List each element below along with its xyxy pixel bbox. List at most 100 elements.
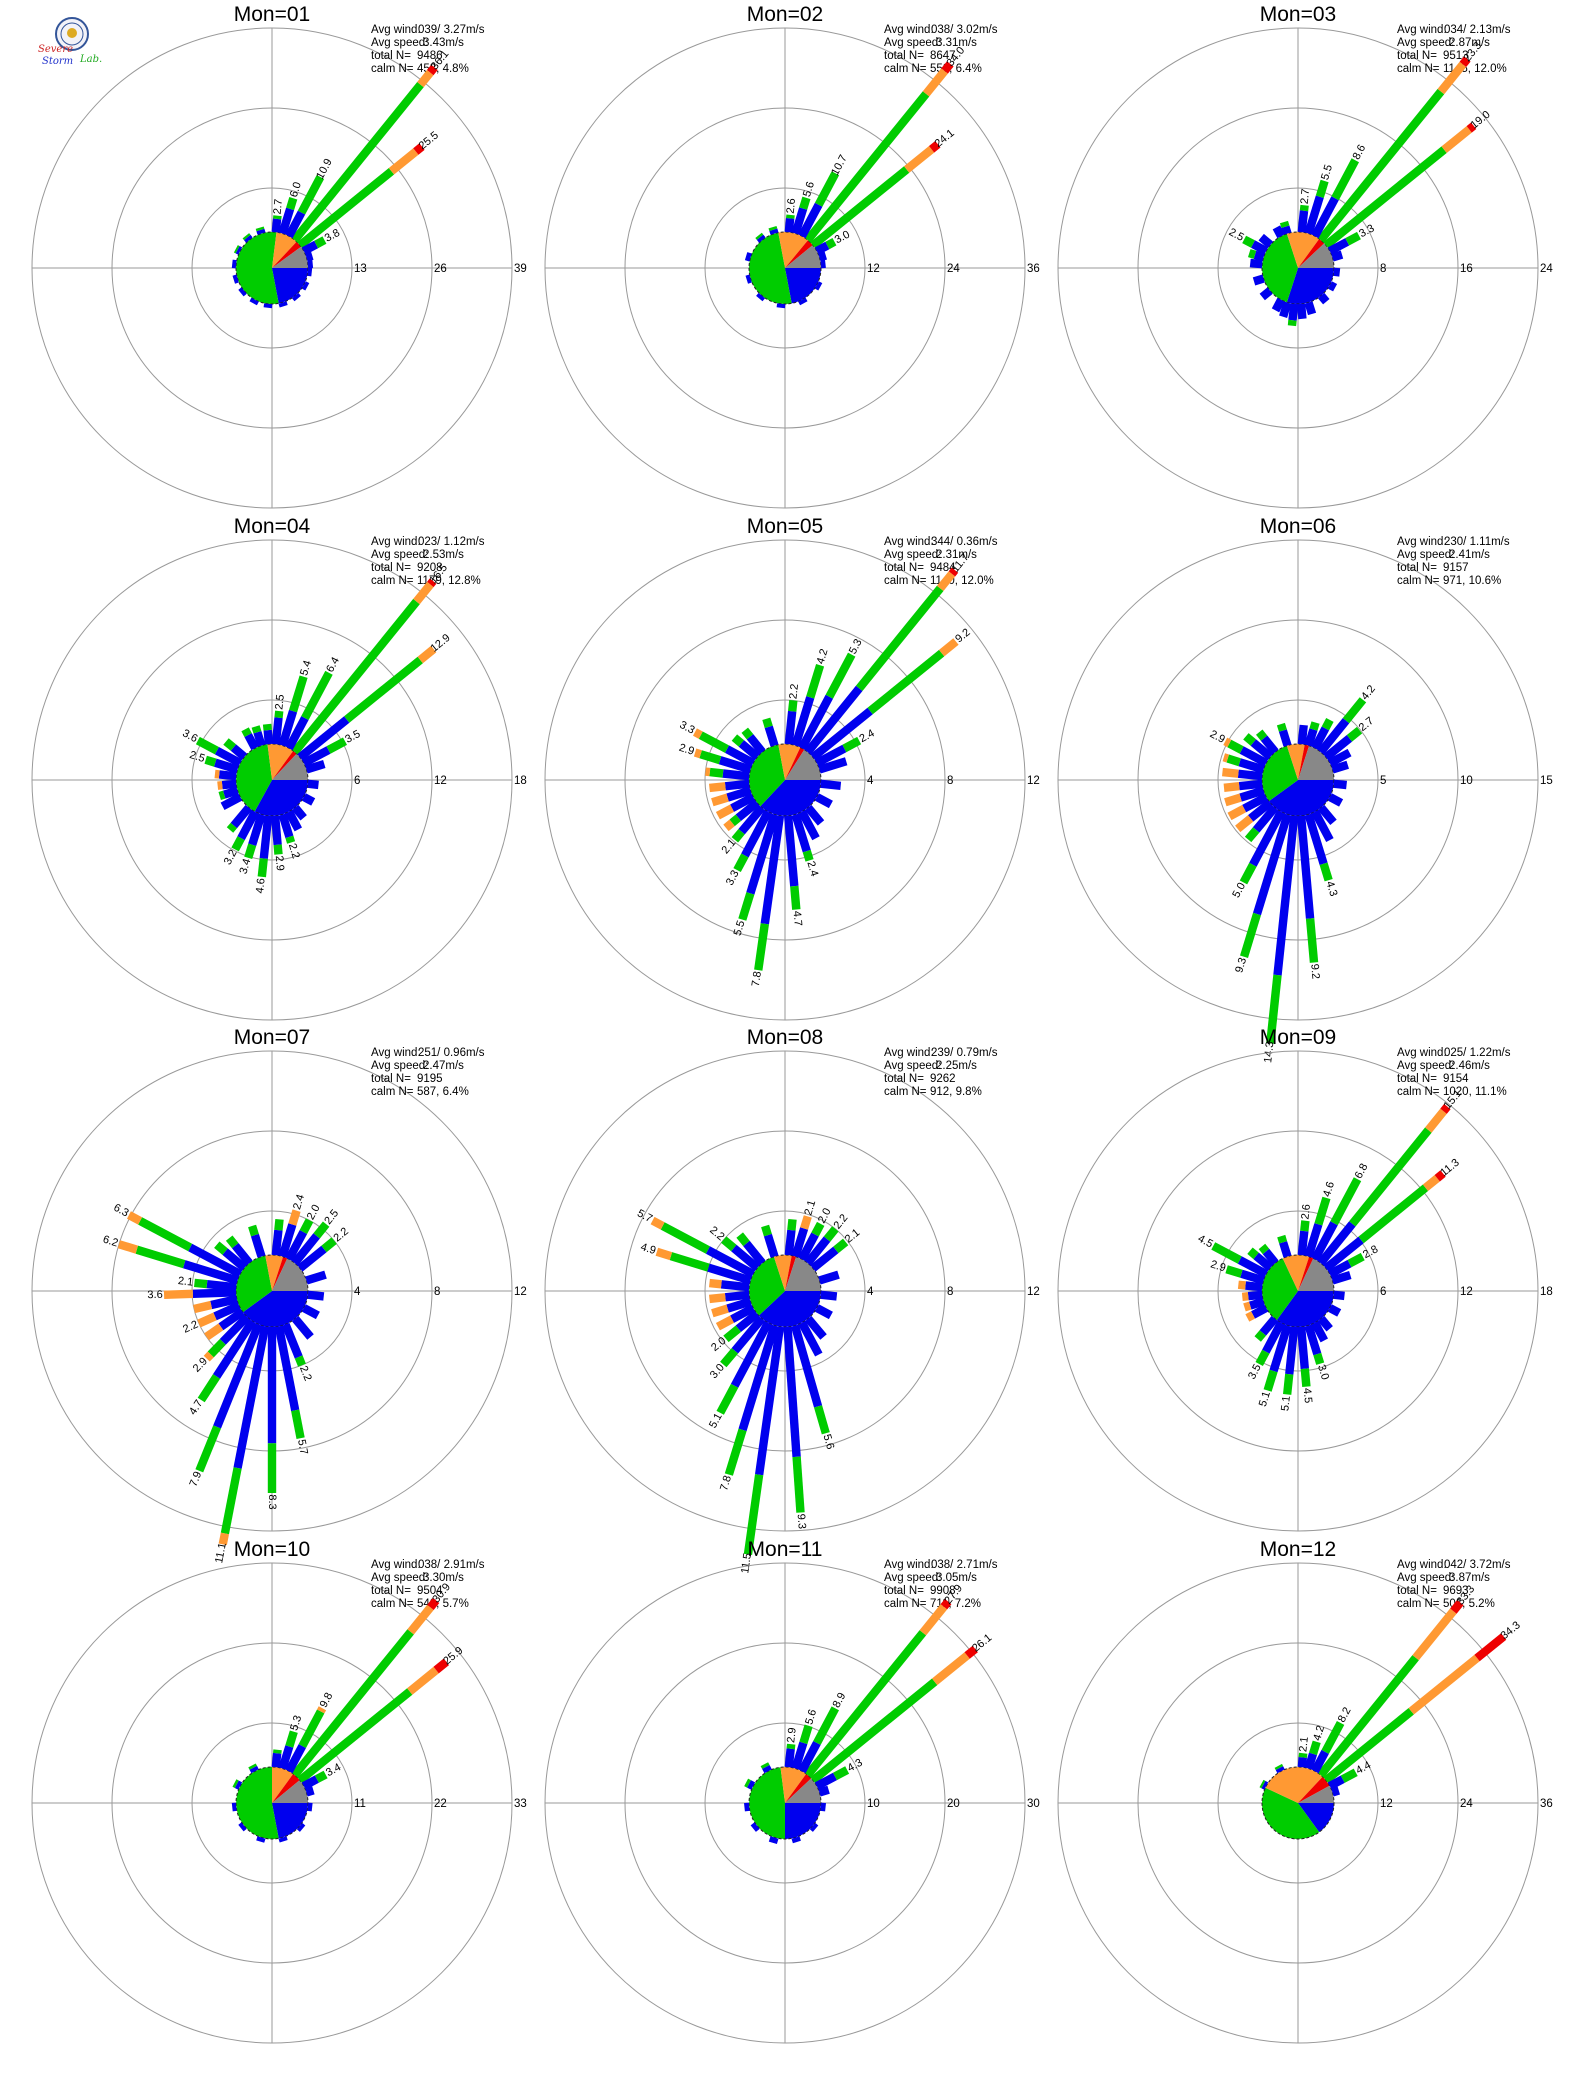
direction-bar-segment — [762, 717, 773, 729]
direction-bar-segment — [709, 1293, 726, 1304]
direction-bar-segment — [307, 1802, 313, 1812]
direction-bar-segment — [1311, 726, 1330, 751]
direction-bar-segment — [1317, 804, 1337, 825]
direction-bar-segment — [1346, 726, 1363, 742]
direction-bar-segment — [698, 731, 729, 753]
direction-bar-segment — [1263, 1369, 1278, 1392]
bar-value-label: 4.5 — [1301, 1387, 1314, 1403]
tick-label: 12 — [1460, 1286, 1473, 1298]
pie-outline — [1261, 1766, 1335, 1840]
bar-value-label: 34.3 — [1499, 1619, 1523, 1642]
direction-bar-segment — [288, 1209, 301, 1226]
direction-bar-segment — [791, 207, 808, 235]
direction-bar-segment — [195, 1425, 221, 1473]
direction-bar-segment — [1450, 1599, 1464, 1614]
direction-bar-segment — [285, 809, 302, 832]
bar-value-label: 11.5 — [739, 1552, 754, 1574]
direction-bar-segment — [820, 259, 826, 269]
direction-bar-segment — [724, 1428, 747, 1476]
direction-bar-segment — [729, 814, 741, 827]
pie-slice-blue — [1298, 1803, 1334, 1833]
direction-bar-segment — [267, 1443, 277, 1493]
bar-value-label: 2.1 — [177, 1275, 193, 1289]
direction-bar-segment — [936, 571, 956, 591]
direction-bar-segment — [746, 734, 766, 755]
bar-value-label: 5.5 — [1319, 163, 1335, 181]
pie-slice-gray — [785, 245, 821, 268]
direction-bar-segment — [1245, 1311, 1255, 1322]
direction-bar-segment — [217, 781, 223, 790]
pie-slice-orange — [265, 1254, 284, 1291]
direction-bar-segment — [218, 1308, 245, 1331]
direction-bar-segment — [1300, 1220, 1310, 1232]
direction-bar-segment — [285, 1744, 306, 1774]
direction-bar-segment — [1237, 1256, 1269, 1278]
bar-value-label: 8.2 — [1336, 1705, 1354, 1724]
direction-bar-segment — [248, 813, 266, 846]
direction-bar-segment — [743, 1474, 764, 1555]
tick-label: 8 — [947, 775, 953, 787]
direction-bar-segment — [1237, 1280, 1246, 1290]
bar-value-label: 4.2 — [815, 648, 831, 666]
bar-value-label: 2.1 — [802, 1199, 818, 1217]
direction-bar-segment — [274, 1325, 300, 1412]
direction-bar-segment — [1317, 1315, 1333, 1332]
pie-slice-red — [785, 1773, 812, 1803]
pie-slice-green — [1262, 233, 1298, 303]
direction-bar-segment — [344, 656, 423, 723]
direction-bar-segment — [1347, 1252, 1365, 1268]
calm-n-text-label: calm N= — [371, 63, 414, 75]
bar-value-label: 3.3 — [677, 719, 696, 737]
bar-value-label: 5.7 — [635, 1207, 654, 1225]
pie-slice-orange — [773, 1254, 792, 1291]
direction-bar-segment — [1239, 746, 1269, 767]
direction-bar-segment — [263, 303, 273, 309]
direction-bar-segment — [818, 757, 848, 774]
direction-bar-segment — [814, 1405, 830, 1435]
avg-speed-text-label: Avg speed: — [884, 549, 941, 561]
direction-bar-segment — [278, 1836, 288, 1843]
direction-bar-segment — [1311, 1221, 1338, 1262]
bar-value-label: 25.5 — [417, 129, 441, 152]
direction-bar-segment — [786, 214, 795, 219]
avg-wind-text-label: Avg wind: — [1397, 1047, 1447, 1059]
direction-bar-segment — [301, 1304, 320, 1320]
pie-slice-green — [749, 1767, 785, 1839]
bar-value-label: 7.8 — [718, 1474, 734, 1492]
tick-label: 12 — [1380, 1798, 1393, 1810]
direction-bar-segment — [1317, 1221, 1356, 1266]
bar-value-label: 4.4 — [1354, 1759, 1373, 1777]
direction-bar-segment — [183, 1260, 239, 1285]
direction-bar-segment — [1331, 1786, 1340, 1797]
direction-bar-segment — [232, 1243, 253, 1266]
pie-slice-green — [236, 1767, 279, 1839]
direction-bar-segment — [820, 1802, 826, 1812]
bar-value-label: 2.2 — [181, 1319, 200, 1336]
direction-bar-segment — [804, 804, 825, 826]
direction-bar-segment — [1342, 697, 1367, 724]
direction-bar-segment — [1321, 718, 1334, 731]
direction-bar-segment — [1314, 1196, 1331, 1226]
pie-slice-red — [1298, 1256, 1314, 1291]
direction-bar-segment — [314, 1770, 328, 1783]
total-n-text-label: total N= — [884, 1073, 924, 1085]
tick-label: 6 — [1380, 1286, 1386, 1298]
direction-bar-segment — [1297, 1230, 1309, 1256]
pie-slice-gray — [1298, 1785, 1334, 1803]
total-n-text-value: 9504 — [417, 1585, 443, 1597]
direction-bar-segment — [274, 1219, 284, 1231]
direction-bar-segment — [1466, 122, 1477, 133]
direction-bar-segment — [707, 1263, 752, 1285]
direction-bar-segment — [1304, 1324, 1322, 1356]
direction-bar-segment — [249, 1765, 259, 1774]
chart-title: Mon=02 — [747, 3, 823, 26]
direction-bar-segment — [297, 1688, 413, 1784]
direction-bar-segment — [1259, 287, 1273, 301]
total-n-text-label: total N= — [1397, 1073, 1437, 1085]
direction-bar-segment — [244, 843, 257, 859]
direction-bar-segment — [197, 1312, 217, 1328]
bar-value-label: 2.5 — [188, 749, 206, 765]
direction-bar-segment — [1327, 281, 1338, 292]
avg-speed-text-value: 3.43m/s — [423, 37, 464, 49]
direction-bar-segment — [271, 815, 282, 846]
